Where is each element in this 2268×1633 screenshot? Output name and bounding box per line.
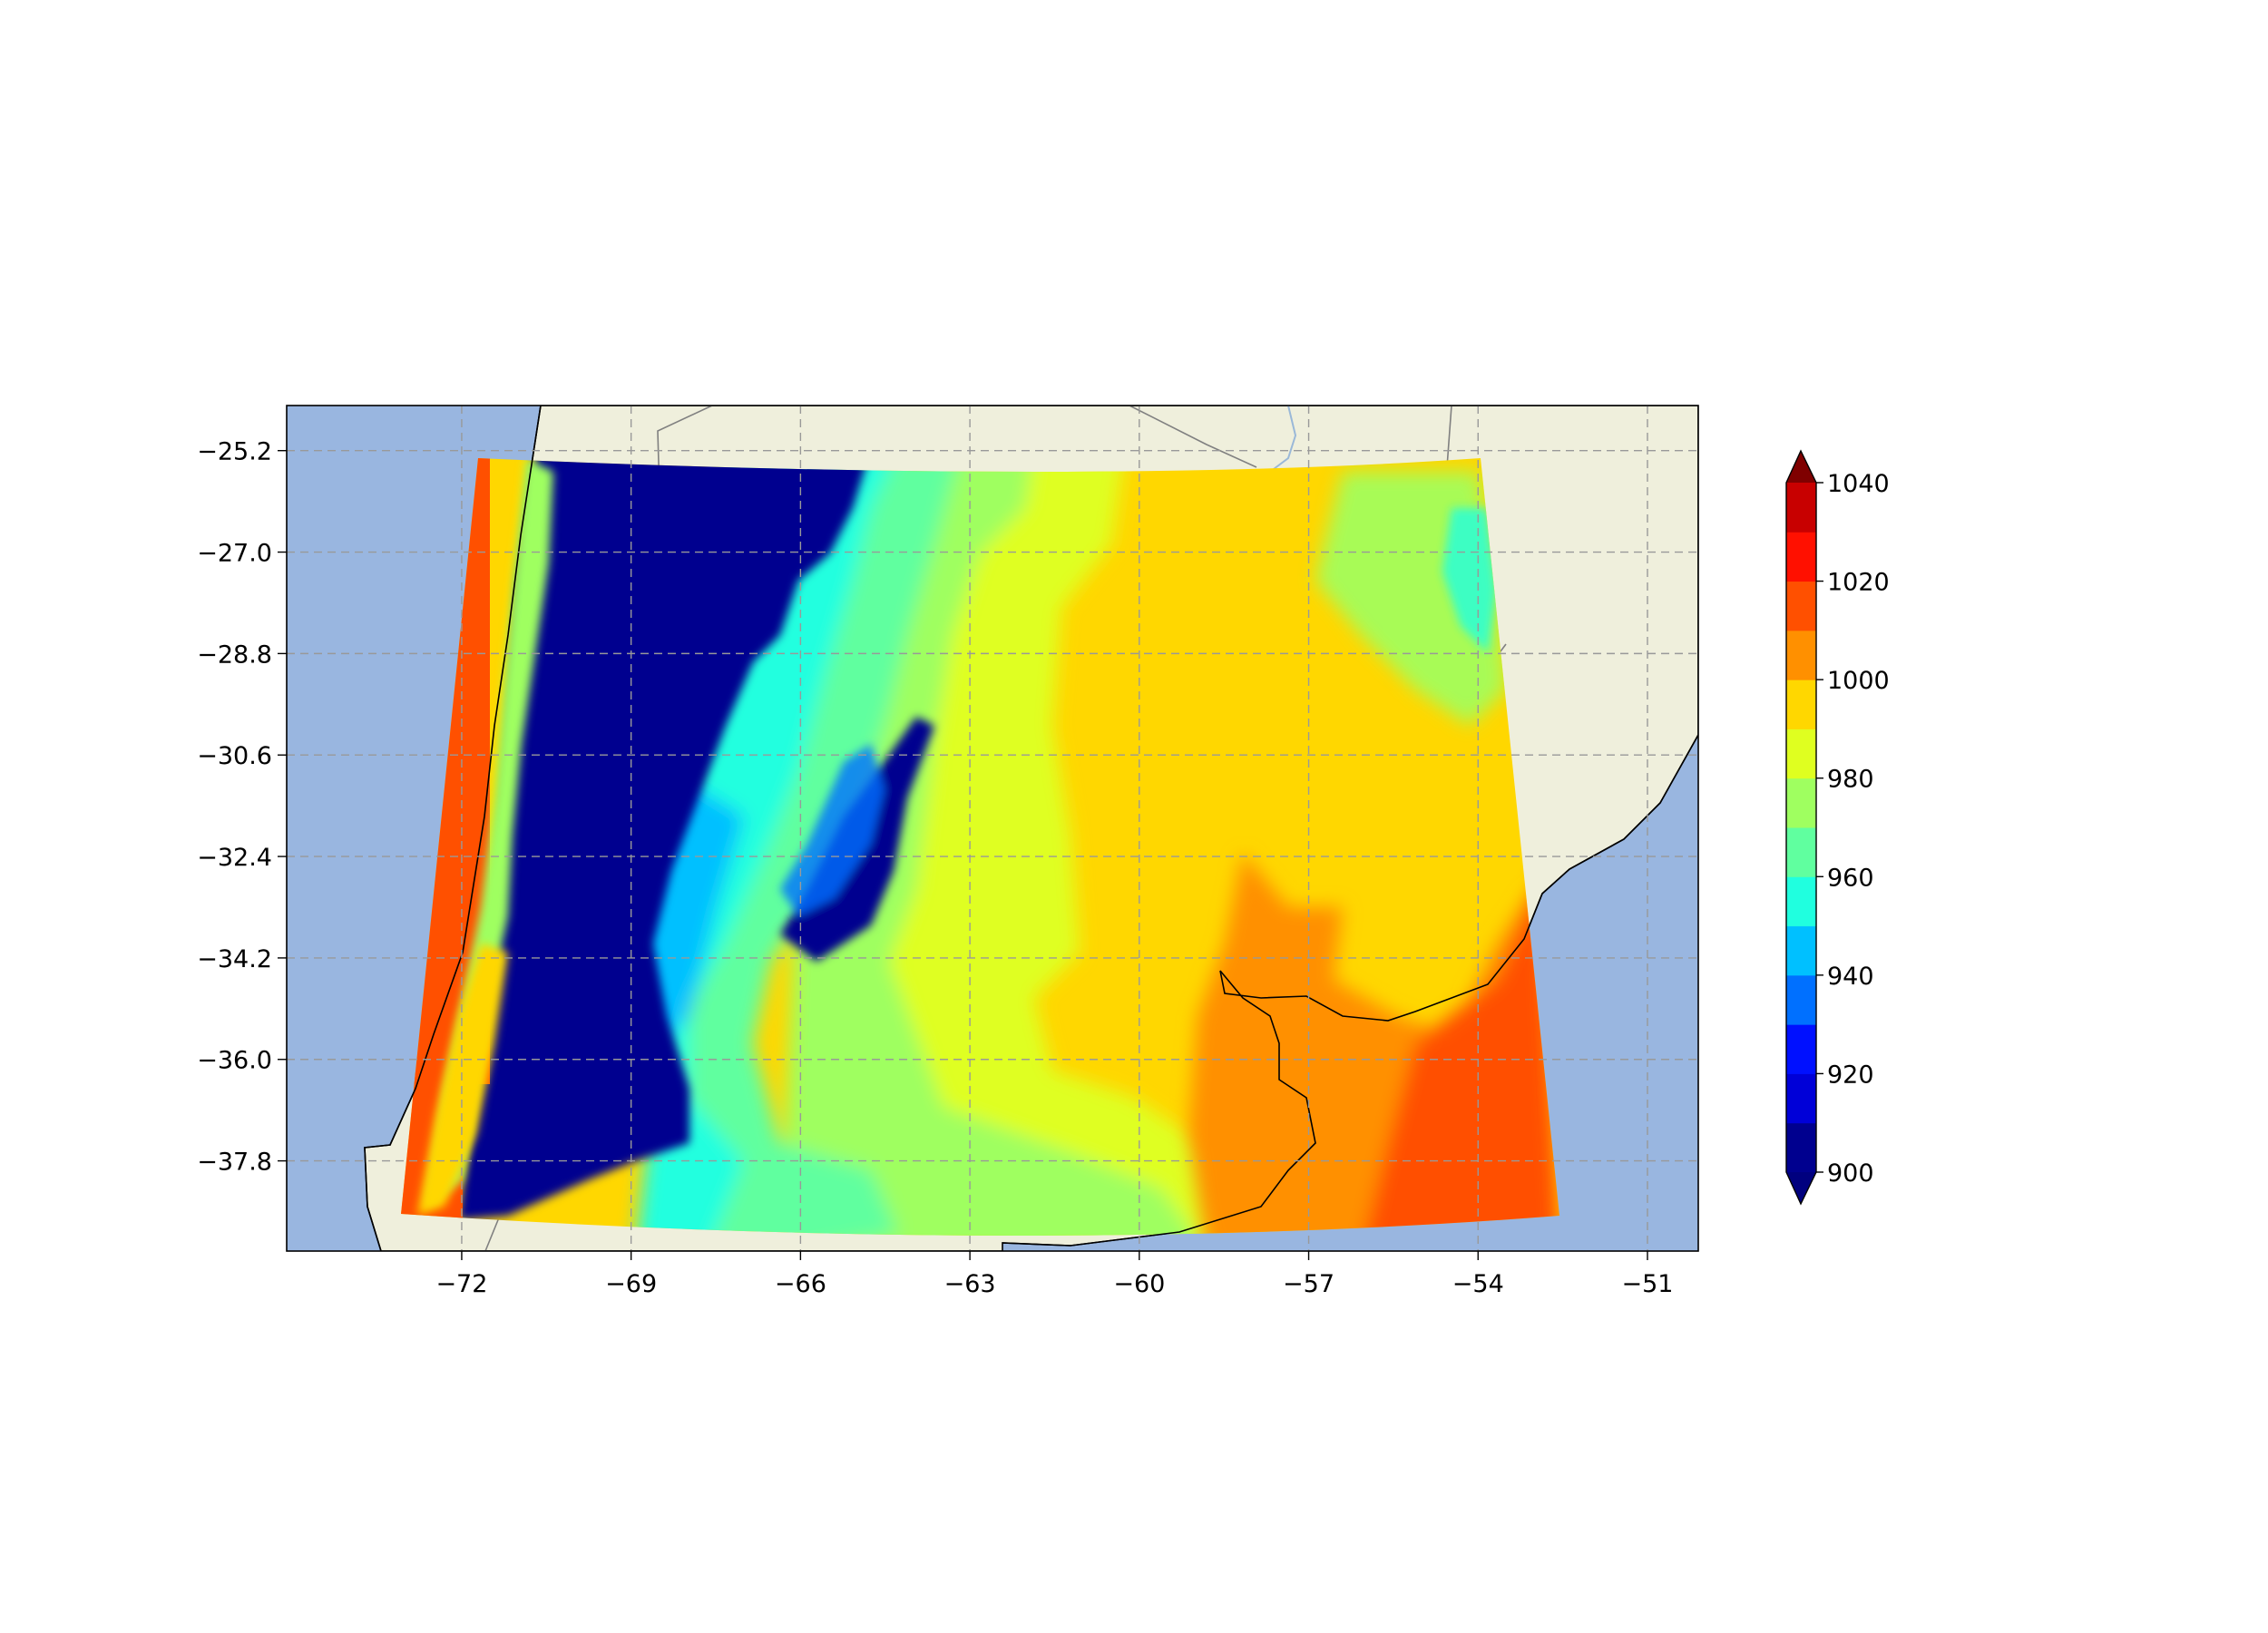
coastline: [364, 406, 542, 1251]
colorbar-level: [1786, 630, 1816, 680]
latitude-ticks: −25.2 −27.0 −28.8 −30.6 −32.4 −34.2 −36.0 −37.8: [197, 438, 287, 1177]
colorbar-tick-label: 900: [1827, 1159, 1874, 1188]
colorbar-level: [1786, 876, 1816, 927]
colorbar-tick-label: 1000: [1827, 667, 1890, 695]
colorbar-level: [1786, 581, 1816, 631]
lon-tick-label: −69: [605, 1270, 657, 1298]
colorbar-level: [1786, 827, 1816, 877]
lon-tick-label: −57: [1283, 1270, 1334, 1298]
high-pressure-areas: [1188, 853, 1559, 1237]
pressure-field: [401, 458, 1559, 1237]
longitude-ticks: −72 −69 −66 −63 −60 −57 −54 −51: [435, 1251, 1673, 1298]
colorbar-levels: [1786, 483, 1816, 1173]
colorbar-level: [1786, 1122, 1816, 1173]
colorbar-level: [1786, 925, 1816, 976]
colorbar-tick-label: 980: [1827, 766, 1874, 794]
field-band-960: [635, 458, 962, 1237]
colorbar-level: [1786, 532, 1816, 582]
colorbar-over-extension: [1786, 451, 1816, 483]
andes-western-slope-highs: [417, 944, 508, 1216]
colorbar-level: [1786, 680, 1816, 729]
argentina-uruguay-border: [1002, 970, 1316, 1247]
lon-tick-label: −54: [1452, 1270, 1504, 1298]
lat-tick-label: −32.4: [197, 844, 272, 872]
lat-tick-label: −30.6: [197, 742, 272, 770]
lat-tick-label: −28.8: [197, 640, 272, 669]
lon-tick-label: −72: [435, 1270, 487, 1298]
colorbar-level: [1786, 1073, 1816, 1124]
field-band-950: [635, 458, 898, 1237]
lon-tick-label: −60: [1113, 1270, 1165, 1298]
lon-tick-label: −66: [775, 1270, 826, 1298]
colorbar-level: [1786, 1024, 1816, 1074]
lat-tick-label: −27.0: [197, 540, 272, 568]
lat-tick-label: −36.0: [197, 1047, 272, 1075]
lon-tick-label: −51: [1621, 1270, 1673, 1298]
andes-western-slope: [426, 458, 553, 1207]
lat-tick-label: −25.2: [197, 438, 272, 466]
andes-low-pressure-core: [458, 458, 871, 1220]
gridlines: [287, 406, 1698, 1251]
colorbar-tick-label: 940: [1827, 963, 1874, 991]
colorbar-level: [1786, 974, 1816, 1025]
colorbar-tick-label: 1040: [1827, 470, 1890, 498]
colorbar-level: [1786, 483, 1816, 533]
map-frame: [286, 405, 1699, 1252]
lon-tick-label: −63: [944, 1270, 996, 1298]
map-axes: −72 −69 −66 −63 −60 −57 −54 −51 −25.2 −27.0 −28.8…: [197, 405, 1699, 1298]
lat-tick-label: −37.8: [197, 1149, 272, 1177]
colorbar: 900 920 940 960 980 1000 1020 1040: [1785, 449, 1890, 1206]
rio-de-la-plata-coast: [1219, 734, 1698, 1022]
central-ridge-fringe: [780, 744, 885, 916]
lat-tick-label: −34.2: [197, 945, 272, 973]
colorbar-tick-label: 920: [1827, 1061, 1874, 1089]
colorbar-tick-label: 960: [1827, 864, 1874, 892]
field-band-1010: [1361, 871, 1559, 1237]
colorbar-level: [1786, 777, 1816, 828]
colorbar-tick-label: 1020: [1827, 569, 1890, 597]
colorbar-under-extension: [1786, 1172, 1816, 1204]
southeast-brazil-highlands-core: [1442, 508, 1497, 653]
colorbar-level: [1786, 728, 1816, 779]
colorbar-ticks: 900 920 940 960 980 1000 1020 1040: [1816, 470, 1890, 1188]
